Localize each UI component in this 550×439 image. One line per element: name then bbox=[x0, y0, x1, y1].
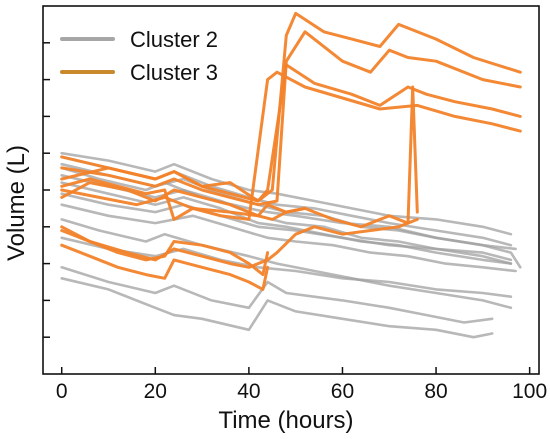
x-tick-label-40: 40 bbox=[237, 380, 260, 403]
series-line-cluster-3-13 bbox=[60, 30, 522, 207]
series-line-cluster-2-9 bbox=[60, 265, 494, 324]
y-axis-label: Volume (L) bbox=[3, 145, 30, 261]
legend-label-cluster-3: Cluster 3 bbox=[130, 60, 218, 85]
x-tick-label-60: 60 bbox=[331, 380, 354, 403]
series-line-cluster-2-4 bbox=[60, 181, 513, 265]
x-tick-label-100: 100 bbox=[512, 380, 547, 403]
series-line-cluster-3-17 bbox=[60, 217, 419, 269]
x-tick-label-0: 0 bbox=[56, 380, 68, 403]
series-line-cluster-2-1 bbox=[60, 155, 513, 247]
series-line-cluster-2-8 bbox=[60, 276, 494, 339]
series-layer bbox=[60, 11, 522, 339]
x-axis-label: Time (hours) bbox=[218, 407, 353, 434]
series-line-cluster-3-18 bbox=[60, 225, 270, 277]
series-line-cluster-3-14 bbox=[60, 63, 522, 203]
series-line-cluster-3-16 bbox=[60, 85, 419, 229]
series-line-cluster-2-6 bbox=[60, 203, 517, 273]
series-line-cluster-3-15 bbox=[60, 70, 522, 221]
plot-frame bbox=[42, 5, 540, 375]
series-line-cluster-2-10 bbox=[60, 192, 513, 265]
x-tick-label-20: 20 bbox=[144, 380, 167, 403]
series-line-cluster-3-19 bbox=[60, 243, 270, 291]
legend: Cluster 2 Cluster 3 bbox=[60, 27, 218, 85]
series-line-cluster-3-20 bbox=[60, 177, 307, 221]
legend-label-cluster-2: Cluster 2 bbox=[130, 27, 218, 52]
series-line-cluster-2-11 bbox=[60, 236, 513, 299]
series-line-cluster-2-7 bbox=[60, 218, 513, 310]
ticks-layer: 0 20 40 60 80 100 bbox=[43, 42, 547, 403]
x-tick-label-80: 80 bbox=[424, 380, 447, 403]
